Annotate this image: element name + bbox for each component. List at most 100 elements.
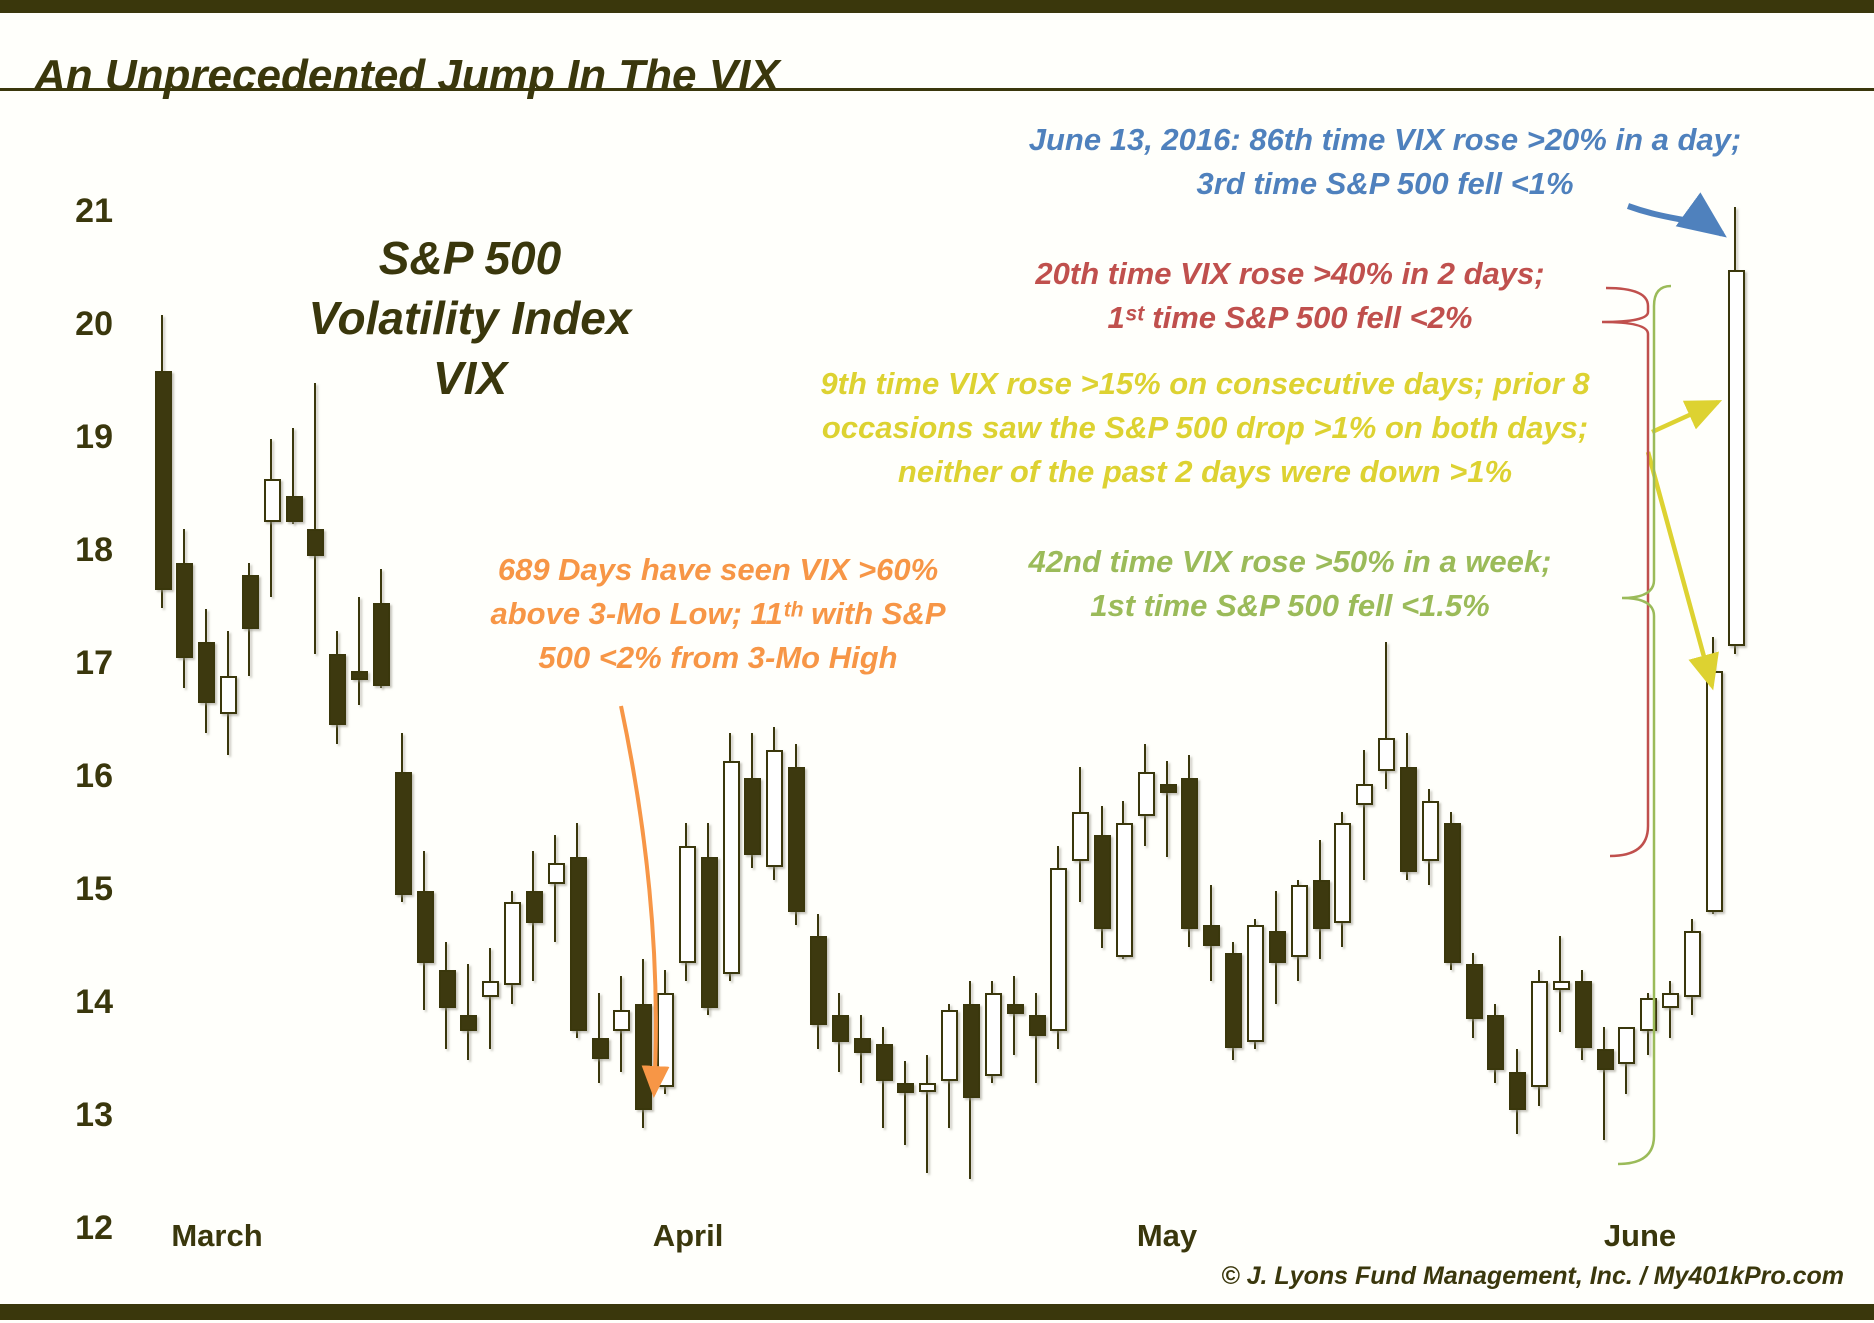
title-underline [0,88,1874,91]
candle-wick [925,1054,928,1174]
candle-wick [1166,761,1169,858]
annotation-orange-line1: 689 Days have seen VIX >60% [497,552,939,587]
y-axis-label-18: 18 [75,531,113,569]
candle-wick [1362,749,1365,880]
candle-body-up [613,1009,631,1031]
x-axis-label-april: April [652,1218,724,1253]
top-border [0,0,1874,13]
candle-body-up [919,1083,937,1093]
candle-body-down [962,1004,980,1099]
candle-body-down [1006,1004,1024,1014]
candle-body-up [657,992,675,1088]
candle-body-down [897,1083,915,1093]
candle-body-down [635,1004,653,1110]
candle-body-up [220,676,238,715]
candle-body-down [810,936,827,1025]
candle-wick [1668,981,1671,1038]
candle-body-down [1203,924,1221,946]
candle-body-down [1487,1015,1505,1071]
candle-body-up [263,478,281,523]
candle-wick [903,1060,906,1146]
annotation-orange: 689 Days have seen VIX >60% above 3-Mo L… [490,548,945,680]
candle-body-up [1531,981,1549,1088]
candle-body-down [591,1037,609,1059]
candle-body-up [1684,930,1701,997]
x-axis-label-march: March [171,1218,263,1253]
candle-wick [357,597,360,705]
x-axis-label-june: June [1603,1218,1677,1253]
candle-body-down [700,857,718,1008]
candle-wick [1013,975,1016,1055]
footer-credit: © J. Lyons Fund Management, Inc. / My401… [1221,1262,1844,1290]
annotation-blue: June 13, 2016: 86th time VIX rose >20% i… [1029,118,1741,206]
blue-arrow [1626,192,1727,238]
candle-wick [1603,1026,1606,1140]
candle-body-up [766,749,784,867]
candle-body-down [788,766,806,912]
candle-body-down [307,529,325,556]
candle-body-up [1334,823,1352,924]
candle-wick [598,992,600,1084]
chart-series-label-line1: S&P 500 [378,232,562,284]
candle-body-down [176,563,194,658]
candle-wick [1035,992,1037,1084]
candle-wick [466,964,469,1061]
candle-body-up [1137,772,1155,816]
y-axis-label-17: 17 [75,644,113,682]
y-axis-label-15: 15 [75,870,113,908]
annotation-yellow-line2: occasions saw the S&P 500 drop >1% on bo… [821,410,1589,445]
yellow-arrow-upper [1651,399,1723,435]
annotation-green-line2: 1st time S&P 500 fell <1.5% [1090,588,1490,623]
candle-body-down [154,371,172,590]
candle-body-down [1181,778,1199,929]
page-title: An Unprecedented Jump In The VIX [34,51,780,101]
candle-body-up [547,862,565,884]
candle-body-down [1159,783,1177,794]
candle-body-down [1268,930,1286,963]
candle-body-up [1618,1026,1636,1065]
candle-body-up [678,845,696,963]
candle-body-down [438,970,456,1008]
chart-series-label-line2: Volatility Index [308,292,632,344]
annotation-red: 20th time VIX rose >40% in 2 days; 1ˢᵗ t… [1035,252,1544,340]
red-brace [1601,286,1650,858]
candle-body-up [1640,998,1658,1031]
chart-series-label-line3: VIX [432,352,508,404]
candle-body-up [722,761,740,975]
candle-body-up [504,902,522,986]
candle-body-down [460,1015,478,1031]
candle-body-down [416,891,434,963]
candle-body-down [744,778,762,856]
candle-body-up [1290,885,1308,958]
candle-body-down [1312,879,1330,929]
candle-body-down [394,772,412,895]
candle-wick [554,834,557,942]
annotation-blue-line1: June 13, 2016: 86th time VIX rose >20% i… [1028,122,1742,157]
candle-body-down [285,495,303,523]
annotation-yellow-line3: neither of the past 2 days were down >1% [897,454,1513,489]
candle-body-up [1247,924,1264,1042]
candle-body-up [1662,992,1680,1008]
candle-body-down [1225,953,1243,1048]
y-axis-label-12: 12 [75,1209,113,1247]
candle-body-up [1705,670,1723,912]
candle-body-up [1552,981,1570,991]
candle-body-down [241,574,259,630]
candle-body-down [831,1015,849,1042]
candle-body-down [1574,981,1592,1048]
candle-body-down [1028,1015,1046,1037]
candle-body-down [1596,1049,1614,1071]
y-axis-label-19: 19 [75,418,113,456]
candle-body-up [1356,783,1374,805]
candle-body-up [941,1009,959,1082]
candle-body-up [1421,800,1439,862]
candle-body-down [853,1037,871,1054]
candle-body-down [198,642,216,703]
candle-body-down [1094,834,1112,929]
y-axis-label-20: 20 [75,305,113,343]
candle-body-down [373,602,390,686]
annotation-orange-line2: above 3-Mo Low; 11ᵗʰ with S&P [490,596,946,631]
x-axis-label-may: May [1136,1218,1198,1253]
annotation-blue-line2: 3rd time S&P 500 fell <1% [1196,166,1574,201]
candle-wick [488,947,491,1050]
